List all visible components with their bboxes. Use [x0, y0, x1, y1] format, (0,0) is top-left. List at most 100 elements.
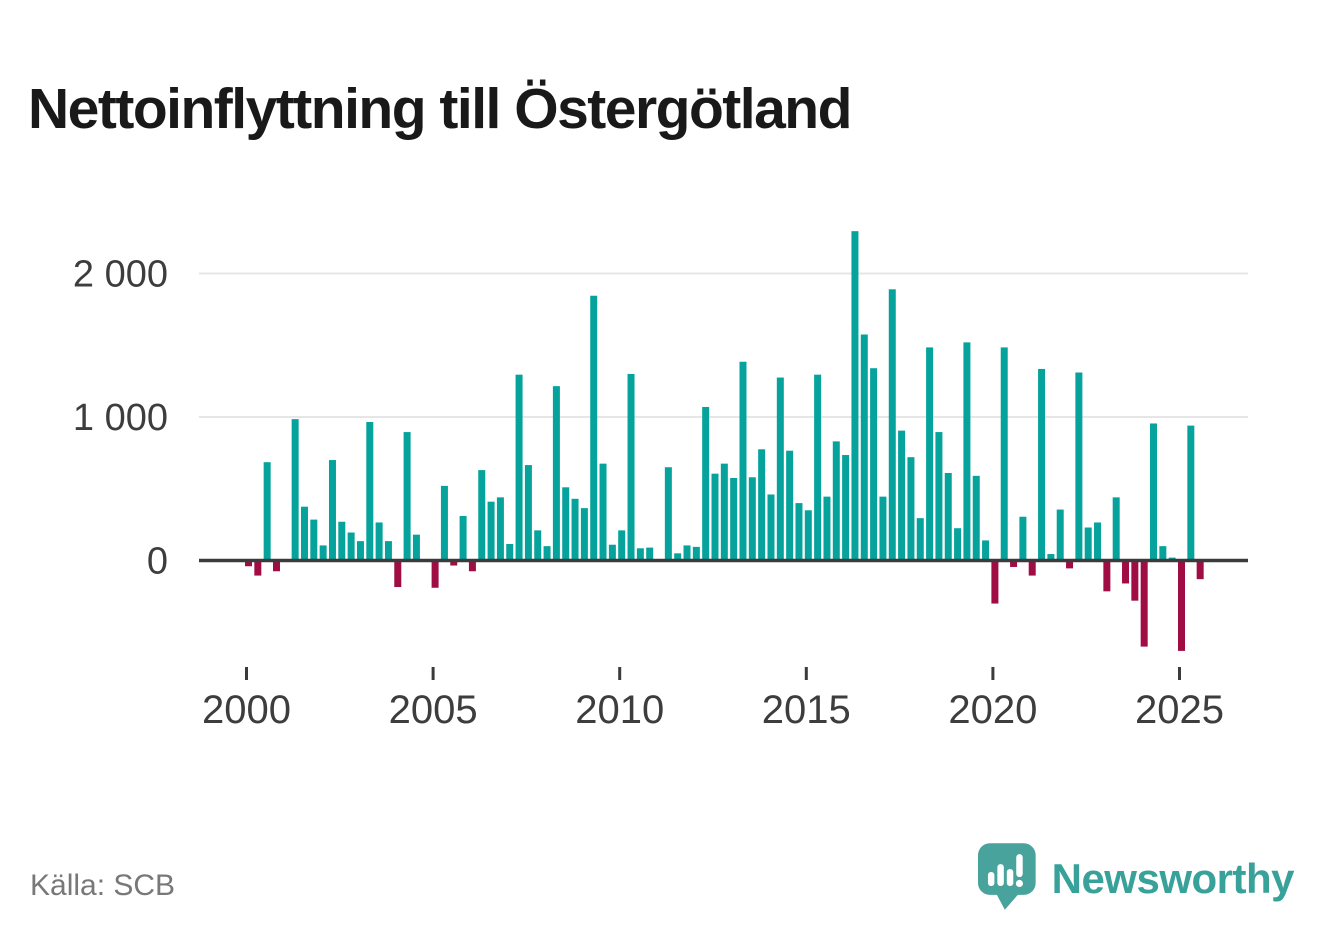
bar-2014-Q3 [786, 450, 794, 561]
x-axis-label-2010: 2010 [575, 688, 664, 732]
bar-2002-Q2 [328, 460, 336, 561]
bar-2010-Q3 [636, 548, 644, 561]
bar-2016-Q1 [842, 455, 850, 561]
bar-2012-Q3 [711, 473, 719, 561]
bar-2010-Q2 [627, 373, 635, 561]
bar-2011-Q2 [664, 467, 672, 561]
bar-2008-Q4 [571, 498, 579, 561]
bar-2025-Q3 [1196, 560, 1204, 580]
bar-2013-Q4 [758, 449, 766, 561]
bar-2009-Q4 [608, 544, 616, 561]
bar-2000-Q4 [272, 560, 280, 572]
y-axis-label-0: 0 [147, 541, 168, 583]
logo-exclamation-bar [1016, 854, 1023, 878]
bar-2002-Q4 [347, 532, 355, 561]
bar-2018-Q1 [916, 518, 924, 561]
x-axis-label-2020: 2020 [948, 688, 1037, 732]
x-axis-label-2005: 2005 [389, 688, 478, 732]
logo-bar-3 [1006, 869, 1014, 886]
newsworthy-brand: Newsworthy [978, 841, 1295, 917]
bar-2018-Q4 [944, 472, 952, 561]
bar-2009-Q1 [580, 508, 588, 561]
bar-2003-Q2 [366, 422, 374, 561]
y-axis-label-1000: 1 000 [73, 397, 168, 439]
bar-2023-Q4 [1131, 560, 1139, 601]
page-title: Nettoinflyttning till Östergötland [28, 77, 852, 142]
bar-2021-Q3 [1047, 554, 1055, 561]
bar-2007-Q1 [506, 544, 514, 561]
bar-2021-Q1 [1028, 560, 1036, 576]
bar-2012-Q1 [692, 546, 700, 561]
bar-2024-Q3 [1159, 546, 1167, 561]
bar-2020-Q4 [1019, 516, 1027, 561]
speech-bubble-shape [978, 843, 1036, 910]
bar-2010-Q4 [646, 547, 654, 561]
bar-2010-Q1 [618, 530, 626, 561]
bar-2016-Q3 [860, 334, 868, 561]
bar-2006-Q1 [468, 560, 476, 572]
logo-bar-2 [997, 864, 1004, 886]
bar-2013-Q2 [739, 361, 747, 561]
logo-bar-1 [987, 872, 995, 886]
bar-2020-Q3 [1010, 560, 1018, 567]
bar-2025-Q2 [1187, 425, 1195, 561]
bar-2003-Q1 [356, 541, 364, 561]
bar-2007-Q2 [515, 374, 523, 561]
bar-2003-Q4 [384, 541, 392, 561]
bar-2020-Q1 [991, 560, 999, 604]
bar-2024-Q2 [1150, 423, 1158, 561]
bar-2008-Q2 [552, 386, 560, 561]
bar-2023-Q2 [1112, 497, 1120, 561]
bar-2007-Q3 [524, 465, 532, 561]
bar-2023-Q1 [1103, 560, 1111, 592]
source-note: Källa: SCB [30, 869, 176, 902]
bar-2016-Q2 [851, 231, 859, 561]
bar-2014-Q2 [776, 377, 784, 561]
bar-2018-Q2 [926, 347, 934, 561]
newsworthy-logo-icon [978, 843, 1036, 910]
bar-2001-Q3 [300, 506, 308, 561]
bar-2021-Q4 [1056, 509, 1064, 561]
bar-2017-Q3 [898, 430, 906, 561]
bar-2008-Q3 [562, 487, 570, 561]
bar-2012-Q2 [702, 406, 710, 561]
bar-2014-Q4 [795, 503, 803, 561]
bar-2000-Q2 [254, 560, 262, 576]
bar-2005-Q4 [459, 516, 467, 561]
bar-2004-Q3 [412, 534, 420, 561]
bar-2009-Q3 [599, 463, 607, 561]
bar-2016-Q4 [870, 368, 878, 561]
bar-2013-Q3 [748, 477, 756, 561]
bar-2017-Q1 [879, 496, 887, 561]
bar-2015-Q2 [814, 374, 822, 561]
bar-2003-Q3 [375, 522, 383, 561]
bar-2020-Q2 [1000, 347, 1008, 561]
bar-2017-Q2 [888, 289, 896, 561]
bar-2024-Q1 [1140, 560, 1148, 647]
bar-2023-Q3 [1122, 560, 1130, 584]
bar-2015-Q4 [832, 441, 840, 561]
bar-2002-Q3 [338, 521, 346, 561]
x-axis-label-2015: 2015 [762, 688, 851, 732]
bar-2001-Q2 [291, 419, 299, 561]
bar-2019-Q2 [963, 342, 971, 561]
bar-2004-Q1 [394, 560, 402, 588]
bar-2004-Q2 [403, 432, 411, 561]
bar-2006-Q4 [496, 497, 504, 561]
x-axis-label-2025: 2025 [1135, 688, 1224, 732]
bar-2011-Q3 [674, 553, 682, 561]
bar-2006-Q2 [478, 470, 486, 561]
bar-2009-Q2 [590, 295, 598, 561]
bar-2022-Q1 [1066, 560, 1074, 569]
bar-2022-Q2 [1075, 372, 1083, 561]
bar-2015-Q3 [823, 496, 831, 561]
bar-2000-Q1 [245, 560, 252, 567]
bar-2018-Q3 [935, 432, 943, 561]
bar-2025-Q1 [1178, 560, 1185, 651]
bar-2008-Q1 [543, 546, 551, 561]
bar-2019-Q3 [972, 475, 980, 561]
bar-2013-Q1 [730, 477, 738, 561]
bar-2014-Q1 [767, 494, 775, 561]
